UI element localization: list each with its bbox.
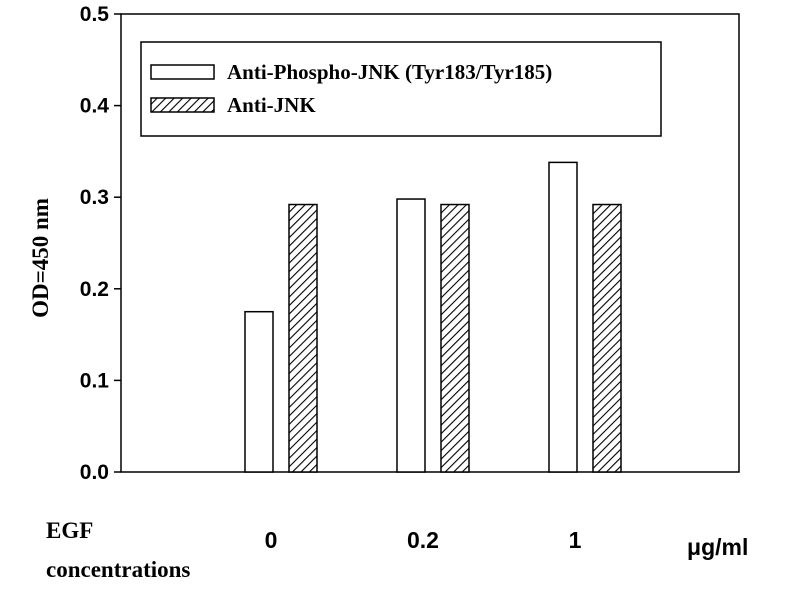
bar-anti-jnk-0.2: [440, 203, 470, 473]
bars: [244, 161, 622, 473]
x-axis-title-line1: EGF: [46, 518, 93, 543]
x-tick-label: 0.2: [407, 527, 439, 553]
legend-label-jnk: Anti-JNK: [227, 93, 316, 117]
bar-anti-phospho-jnk-0: [244, 310, 274, 473]
bar-anti-phospho-jnk-1: [548, 161, 578, 473]
y-axis-label: OD=450 nm: [28, 198, 53, 318]
x-tick-label: 0: [265, 527, 278, 553]
y-tick-label: 0.1: [80, 369, 110, 392]
bar-anti-jnk-1: [592, 203, 622, 473]
legend-box: [140, 41, 662, 137]
x-tick-label: 1: [569, 527, 582, 553]
legend-swatch-phospho-jnk: [150, 64, 215, 80]
legend-label-phospho-jnk: Anti-Phospho-JNK (Tyr183/Tyr185): [227, 60, 552, 84]
plot-frame: [120, 13, 740, 473]
y-tick-label: 0.5: [80, 3, 110, 26]
bar-anti-jnk-0: [288, 203, 318, 473]
y-tick-label: 0.4: [80, 95, 110, 118]
legend: Anti-Phospho-JNK (Tyr183/Tyr185) Anti-JN…: [140, 41, 662, 137]
x-axis-title-line2: concentrations: [46, 557, 190, 582]
y-tick-label: 0.2: [80, 278, 109, 301]
bar-anti-phospho-jnk-0.2: [396, 198, 426, 473]
x-axis-unit: μg/ml: [687, 534, 748, 560]
x-axis-ticks: 0 0.2 1: [265, 527, 582, 553]
legend-swatch-jnk: [150, 97, 215, 113]
y-axis-ticks: 0.0 0.1 0.2 0.3 0.4 0.5: [80, 3, 121, 484]
y-tick-label: 0.3: [80, 186, 109, 209]
y-tick-label: 0.0: [80, 461, 109, 484]
